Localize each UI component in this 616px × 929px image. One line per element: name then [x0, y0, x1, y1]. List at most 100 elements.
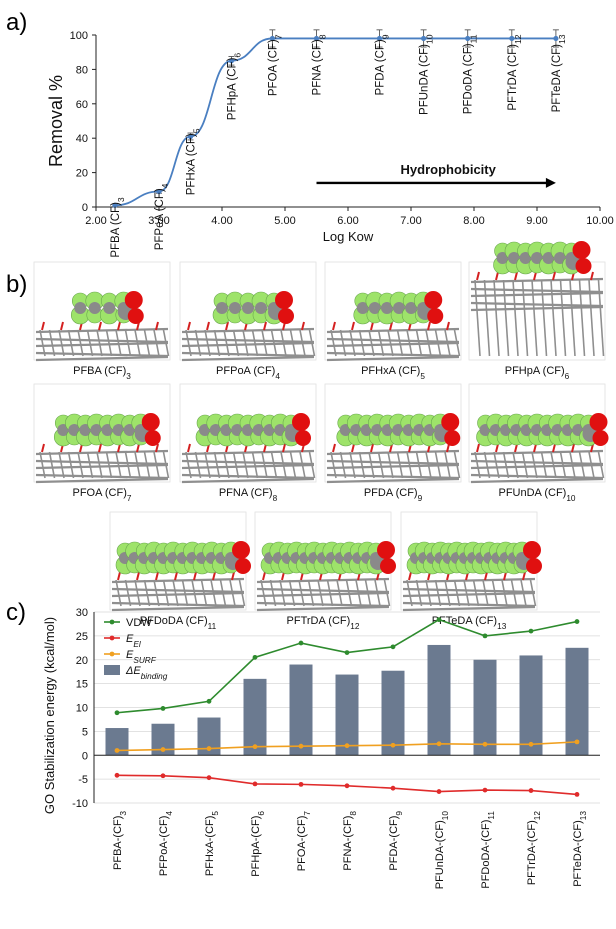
molecule-cell: PFBA (CF)3 — [33, 261, 171, 381]
energy-x-tick-label: PFTrDA-(CF)12 — [526, 811, 542, 886]
oxygen-atom — [575, 258, 592, 274]
graphene-bond — [453, 451, 461, 479]
carbon-atom — [242, 302, 254, 314]
graphene-bond — [493, 279, 500, 357]
graphene-bond — [200, 579, 208, 607]
graphene-bond — [374, 579, 381, 607]
graphene-oxygen-group — [225, 321, 229, 331]
pfas-molecule — [336, 413, 461, 447]
graphene-bond — [559, 279, 567, 357]
legend-swatch — [104, 665, 120, 675]
graphene-bond — [181, 463, 315, 470]
removal-point-label-text: PFNA (CF)8 — [312, 34, 328, 95]
graphene-oxygen-group — [495, 271, 499, 281]
energy-x-tick-label-text: PFDoDA-(CF)11 — [480, 811, 496, 889]
graphene-oxygen-group — [484, 571, 488, 581]
removal-point-label-text: PFDA (CF)9 — [375, 34, 391, 95]
graphene-oxygen-group — [231, 571, 235, 581]
energy-x-tick-label-text: PFHpA-(CF)6 — [250, 811, 266, 877]
graphene-bond — [472, 579, 480, 607]
energy-data-point — [390, 742, 396, 748]
graphene-bond — [368, 451, 375, 479]
graphene-bond — [204, 451, 211, 479]
removal-point-label-text: PFOA (CF)7 — [267, 34, 283, 96]
graphene-bond — [256, 577, 390, 584]
energy-data-point — [252, 781, 258, 787]
energy-x-tick-label: PFUnDA-(CF)10 — [434, 811, 450, 890]
graphene-bond — [77, 451, 84, 479]
pfas-molecule — [476, 413, 609, 447]
graphene-bond — [191, 579, 198, 607]
graphene-bond — [540, 279, 548, 357]
removal-data-point — [187, 133, 194, 140]
energy-data-point — [206, 746, 212, 751]
removal-chart: 2.00 3.00 4.00 5.00 6.00 7.00 8.00 9.00 10.00 0 20… — [46, 29, 614, 258]
removal-x-tick-label: 8.00 — [463, 215, 484, 227]
graphene-bond — [124, 451, 132, 479]
graphene-bond — [317, 579, 324, 607]
removal-data-point — [156, 188, 162, 195]
binding-energy-bar — [519, 655, 543, 756]
energy-x-tick-label-text: PFHxA-(CF)5 — [204, 811, 220, 877]
energy-x-tick-label: PFBA-(CF)3 — [112, 811, 128, 870]
molecule-caption: PFHpA (CF)6 — [505, 365, 570, 381]
graphene-oxygen-group — [60, 321, 64, 331]
removal-point-label: PFTrDA (CF)12 — [507, 34, 523, 110]
graphene-bond — [48, 329, 56, 357]
graphene-bond — [288, 579, 296, 607]
oxygen-atom — [278, 308, 294, 324]
oxygen-atom — [444, 430, 461, 446]
energy-y-tick-label: -5 — [78, 774, 88, 786]
graphene-bond — [289, 329, 297, 357]
carbon-atom — [380, 302, 393, 314]
molecule-caption: PFTeDA (CF)13 — [432, 615, 507, 631]
energy-y-tick-label: 0 — [82, 750, 88, 762]
graphene-bond — [559, 451, 567, 479]
energy-data-point — [390, 644, 396, 650]
graphene-bond — [67, 451, 75, 479]
graphene-bond — [531, 451, 538, 479]
graphene-bond — [326, 463, 460, 470]
removal-data-point — [376, 35, 383, 42]
energy-data-point — [482, 741, 488, 747]
energy-data-point — [574, 792, 580, 797]
graphene-bond — [229, 579, 236, 607]
graphene-bond — [368, 329, 375, 357]
graphene-bond — [256, 605, 390, 612]
molecule-caption: PFHxA (CF)5 — [361, 365, 425, 381]
energy-y-tick-label: 20 — [76, 655, 88, 667]
oxygen-atom — [427, 308, 444, 324]
graphene-bond — [550, 279, 557, 357]
energy-y-tick-label: 5 — [82, 726, 88, 738]
binding-energy-bar — [151, 723, 175, 756]
graphene-bond — [96, 451, 103, 479]
graphene-bond — [470, 449, 604, 456]
carbon-atom — [255, 302, 267, 314]
graphene-bond — [185, 329, 192, 357]
oxygen-atom — [295, 430, 311, 446]
graphene-bond — [260, 579, 267, 607]
oxygen-atom — [292, 413, 310, 431]
graphene-oxide-sheet — [470, 271, 605, 357]
graphene-bond — [213, 329, 221, 357]
graphene-bond — [181, 341, 315, 348]
graphene-oxygen-group — [332, 443, 336, 453]
graphene-oxygen-group — [351, 443, 355, 453]
graphene-bond — [35, 449, 169, 456]
graphene-oxygen-group — [282, 443, 286, 453]
energy-x-tick-label-text: PFUnDA-(CF)10 — [434, 811, 450, 890]
removal-point-label-text: PFTeDA (CF)13 — [551, 34, 567, 112]
energy-x-tick-label: PFPoA-(CF)4 — [158, 811, 174, 877]
energy-data-point — [206, 698, 212, 704]
energy-data-point — [482, 633, 488, 639]
removal-x-tick-label: 6.00 — [337, 215, 358, 227]
graphene-bond — [453, 579, 461, 607]
graphene-bond — [470, 463, 604, 470]
graphene-bond — [339, 451, 347, 479]
graphene-oxide-sheet — [256, 571, 391, 612]
graphene-bond — [444, 451, 451, 479]
carbon-atom — [393, 302, 406, 314]
legend-label: VDW — [126, 617, 152, 629]
removal-point-label: PFTeDA (CF)13 — [551, 34, 567, 112]
